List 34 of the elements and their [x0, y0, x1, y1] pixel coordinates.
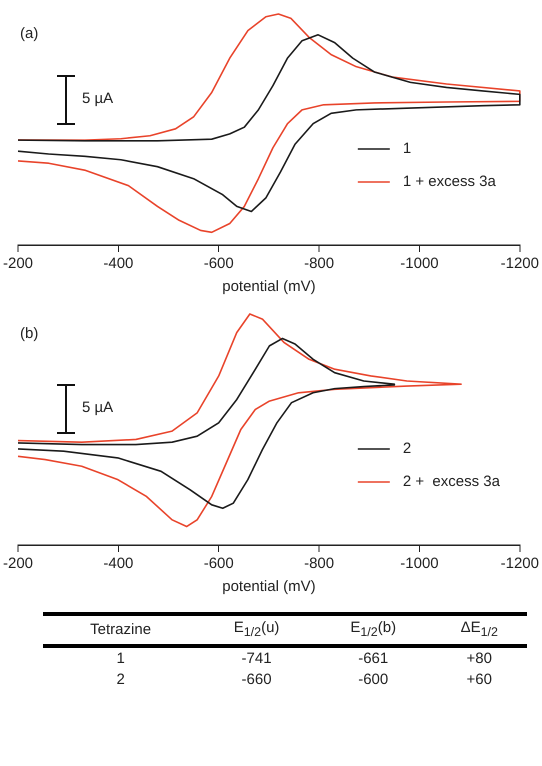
x-tick-label: -800 [304, 555, 334, 572]
x-tick-label: -1000 [400, 555, 439, 572]
x-tick-label: -800 [304, 255, 334, 272]
category-label: Tetrazine [43, 614, 198, 646]
category-label: E$_{1/2}$(u) [198, 614, 315, 646]
legend-label: 1 [402, 140, 412, 158]
x-tick-label: -200 [2, 555, 34, 572]
x-tick-label: -600 [204, 555, 234, 572]
text: +80 [466, 650, 492, 667]
text: -600 [358, 671, 388, 688]
x-tick-label: -600 [204, 255, 234, 272]
category-label: ΔE$_{1/2}$ [432, 614, 527, 646]
text: +60 [466, 671, 492, 688]
x-tick-label: -1200 [500, 255, 540, 272]
legend-label: 2 + excess 3a [402, 473, 501, 490]
x-tick-label: -200 [2, 255, 34, 272]
category-label: E$_{1/2}$(b) [314, 614, 432, 646]
legend-label: 2 [402, 440, 412, 458]
x-tick-label: -1200 [500, 555, 540, 572]
text: -660 [242, 671, 272, 688]
x-tick-label: -1000 [400, 255, 439, 272]
text: 1 [116, 650, 125, 667]
x-tick-label: -400 [103, 255, 134, 272]
legend-label: 1 + excess 3a [402, 173, 496, 190]
x-tick-label: -400 [103, 555, 134, 572]
text: (a) [20, 25, 38, 42]
annotation: 5 µA [82, 399, 114, 416]
text: (b) [20, 325, 38, 342]
text: -661 [358, 650, 388, 667]
text: 2 [116, 671, 125, 688]
text: -741 [242, 650, 272, 667]
annotation: 5 µA [82, 90, 114, 107]
x-axis-title: potential (mV) [222, 278, 316, 296]
x-axis-title: potential (mV) [222, 578, 316, 596]
